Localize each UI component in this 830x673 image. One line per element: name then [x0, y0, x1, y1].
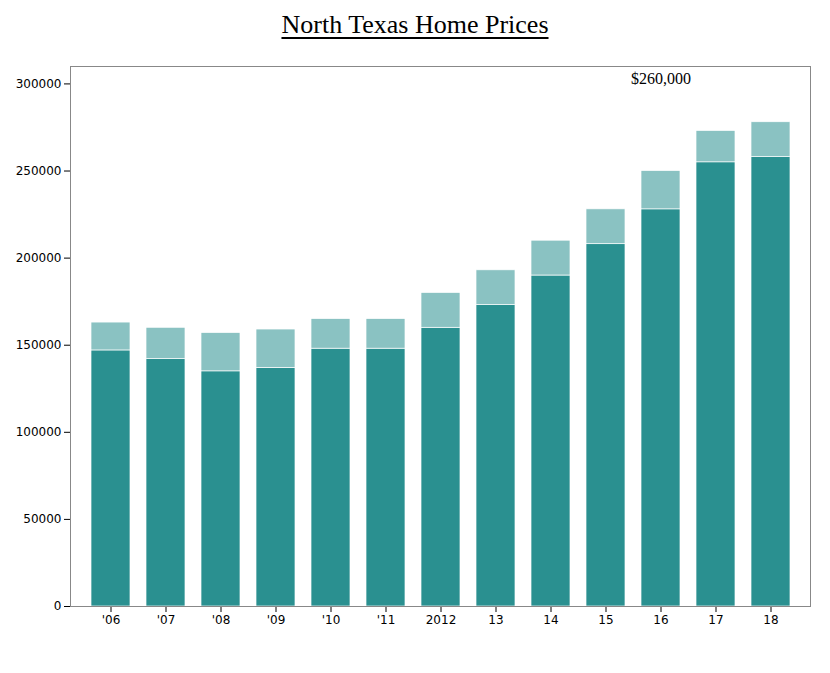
- svg-text:'11: '11: [377, 613, 396, 627]
- svg-text:300000: 300000: [16, 77, 62, 91]
- svg-text:250000: 250000: [16, 164, 62, 178]
- svg-text:50000: 50000: [23, 512, 61, 526]
- svg-text:'08: '08: [212, 613, 231, 627]
- svg-text:'10: '10: [322, 613, 341, 627]
- svg-text:14: 14: [543, 613, 558, 627]
- svg-text:18: 18: [763, 613, 778, 627]
- svg-text:15: 15: [598, 613, 613, 627]
- html-text:North Texas Home Prices: North Texas Home Prices: [281, 10, 549, 39]
- svg-text:100000: 100000: [16, 425, 62, 439]
- svg-text:2012: 2012: [426, 613, 457, 627]
- svg-text:0: 0: [54, 599, 62, 613]
- svg-text:17: 17: [708, 613, 723, 627]
- svg-text:'07: '07: [157, 613, 176, 627]
- svg-text:$260,000: $260,000: [631, 70, 691, 87]
- svg-text:200000: 200000: [16, 251, 62, 265]
- svg-text:'06: '06: [102, 613, 121, 627]
- svg-text:'09: '09: [267, 613, 286, 627]
- svg-text:150000: 150000: [16, 338, 62, 352]
- svg-text:13: 13: [488, 613, 503, 627]
- svg-text:16: 16: [653, 613, 668, 627]
